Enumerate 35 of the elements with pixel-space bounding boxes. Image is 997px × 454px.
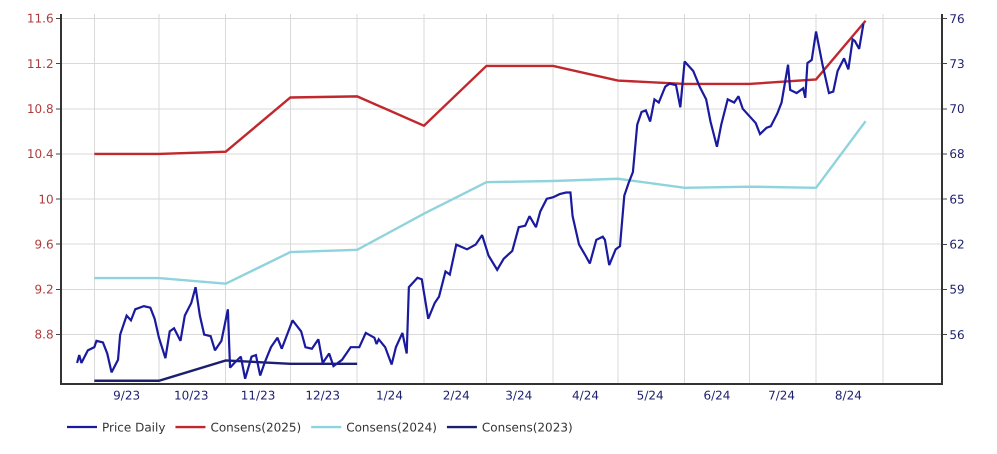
y2-tick-label: 62 — [949, 237, 965, 252]
legend-label: Consens(2023) — [482, 420, 573, 435]
y-tick-label: 10.4 — [26, 147, 54, 162]
x-tick-label: 5/24 — [636, 388, 664, 402]
legend-label: Consens(2025) — [210, 420, 302, 435]
x-tick-label: 8/24 — [834, 388, 862, 402]
x-tick-label: 2/24 — [442, 388, 470, 402]
line-series — [93, 120, 867, 285]
y-tick-label: 8.8 — [34, 328, 54, 342]
x-tick-label: 6/24 — [703, 388, 730, 402]
y2-tick-label: 56 — [949, 328, 965, 342]
y-tick-label: 10 — [38, 192, 54, 206]
x-tick-label: 11/23 — [240, 388, 276, 402]
y-tick-label: 11.2 — [26, 56, 54, 71]
y2-tick-label: 59 — [949, 282, 965, 297]
x-tick-label: 9/23 — [113, 388, 140, 402]
x-tick-label: 7/24 — [768, 388, 796, 402]
y-tick-label: 11.6 — [26, 12, 54, 26]
y-tick-label: 9.6 — [34, 237, 54, 252]
x-tick-label: 10/23 — [174, 388, 209, 402]
x-tick-label: 12/23 — [305, 388, 340, 402]
y2-tick-label: 76 — [949, 12, 965, 26]
y-tick-label: 9.2 — [34, 282, 54, 297]
legend-label: Price Daily — [102, 420, 166, 435]
y2-tick-label: 73 — [949, 56, 965, 71]
y-tick-label: 10.8 — [26, 102, 54, 116]
line-series — [76, 22, 865, 380]
x-tick-label: 3/24 — [505, 388, 532, 402]
y2-tick-label: 65 — [949, 192, 965, 206]
legend-label: Consens(2024) — [346, 420, 437, 435]
x-tick-label: 1/24 — [376, 388, 403, 402]
y2-tick-label: 70 — [949, 102, 965, 116]
x-tick-label: 4/24 — [572, 388, 599, 402]
y2-tick-label: 68 — [949, 147, 965, 162]
line-series — [93, 20, 867, 156]
